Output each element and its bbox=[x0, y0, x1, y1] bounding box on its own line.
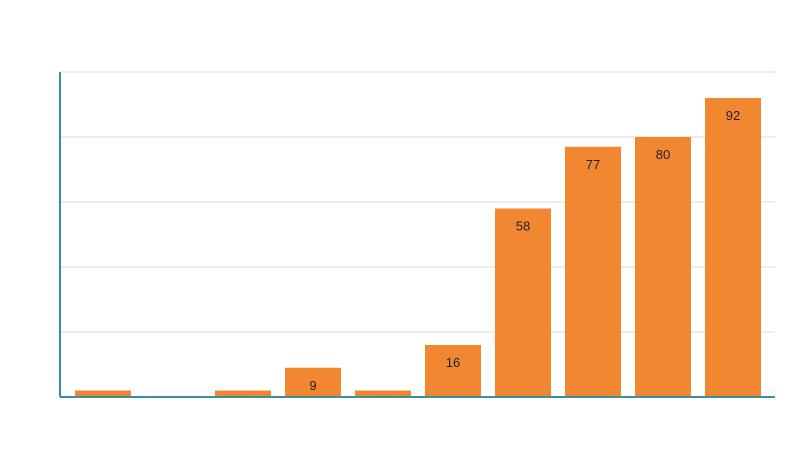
bar-4 bbox=[285, 367, 341, 397]
bar-value-labels: 9 16 58 77 80 92 bbox=[309, 108, 740, 393]
bar-9 bbox=[635, 137, 691, 397]
bars bbox=[75, 98, 761, 397]
bar-3 bbox=[215, 390, 271, 397]
bar-6 bbox=[425, 345, 481, 397]
bar-7 bbox=[495, 208, 551, 397]
bar-5 bbox=[355, 390, 411, 397]
bar-value-label-9: 80 bbox=[656, 147, 670, 162]
bar-value-label-10: 92 bbox=[726, 108, 740, 123]
bar-8 bbox=[565, 146, 621, 397]
bar-value-label-7: 58 bbox=[516, 219, 530, 234]
bar-value-label-6: 16 bbox=[446, 355, 460, 370]
bar-1 bbox=[75, 390, 131, 397]
bar-value-label-4: 9 bbox=[309, 378, 316, 393]
bar-10 bbox=[705, 98, 761, 397]
bar-value-label-8: 77 bbox=[586, 157, 600, 172]
